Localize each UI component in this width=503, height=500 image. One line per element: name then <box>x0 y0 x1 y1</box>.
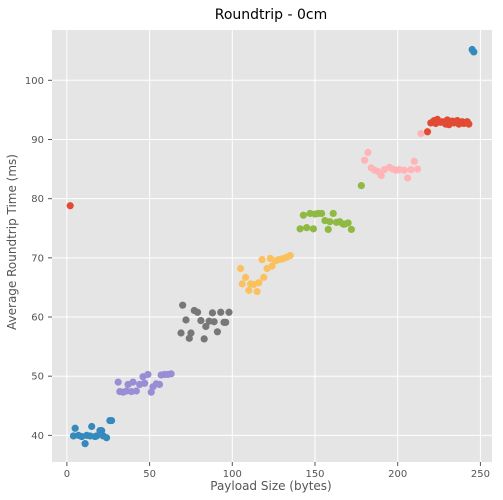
data-point <box>326 218 333 225</box>
data-point <box>177 329 184 336</box>
y-tick-label: 100 <box>25 76 44 87</box>
data-point <box>72 425 79 432</box>
data-point <box>133 387 140 394</box>
data-point <box>318 210 325 217</box>
data-point <box>348 226 355 233</box>
data-point <box>156 381 163 388</box>
data-point <box>217 309 224 316</box>
y-axis-ticks: 40 50 60 70 80 90 100 <box>25 76 52 442</box>
x-axis-label: Payload Size (bytes) <box>210 479 331 493</box>
x-axis-ticks: 0 50 100 150 200 250 <box>64 462 490 480</box>
data-point <box>287 252 294 259</box>
y-tick-label: 60 <box>31 313 44 324</box>
data-point <box>197 317 204 324</box>
data-point <box>144 371 151 378</box>
data-point <box>187 329 194 336</box>
data-point <box>300 212 307 219</box>
data-point <box>245 287 252 294</box>
x-tick-label: 50 <box>143 469 156 480</box>
y-tick-label: 90 <box>31 135 44 146</box>
data-point <box>237 265 244 272</box>
data-point <box>211 318 218 325</box>
data-point <box>141 380 148 387</box>
data-point <box>103 434 110 441</box>
data-point <box>182 316 189 323</box>
y-tick-label: 40 <box>31 431 44 442</box>
x-tick-label: 0 <box>64 469 70 480</box>
data-point <box>414 165 421 172</box>
data-point <box>258 256 265 263</box>
data-point <box>303 224 310 231</box>
data-point <box>201 335 208 342</box>
data-point <box>222 319 229 326</box>
data-point <box>465 120 472 127</box>
data-point <box>417 130 424 137</box>
data-point <box>167 370 174 377</box>
x-tick-label: 250 <box>471 469 490 480</box>
data-point <box>330 210 337 217</box>
data-point <box>115 379 122 386</box>
data-point <box>254 288 261 295</box>
data-point <box>239 280 246 287</box>
data-point <box>209 309 216 316</box>
data-point <box>179 302 186 309</box>
data-point <box>297 225 304 232</box>
data-point <box>364 149 371 156</box>
y-tick-label: 50 <box>31 372 44 383</box>
data-point <box>407 166 414 173</box>
y-tick-label: 70 <box>31 253 44 264</box>
data-point <box>260 274 267 281</box>
chart-title: Roundtrip - 0cm <box>215 7 328 23</box>
data-point <box>88 423 95 430</box>
data-point <box>470 48 477 55</box>
data-point <box>225 309 232 316</box>
data-point <box>344 219 351 226</box>
data-point <box>129 379 136 386</box>
data-point <box>81 440 88 447</box>
data-point <box>424 128 431 135</box>
y-tick-label: 80 <box>31 194 44 205</box>
data-point <box>255 279 262 286</box>
data-point <box>401 167 408 174</box>
data-point <box>194 309 201 316</box>
data-point <box>411 158 418 165</box>
data-point <box>358 182 365 189</box>
data-point <box>361 157 368 164</box>
data-point <box>404 174 411 181</box>
data-point <box>242 274 249 281</box>
x-tick-label: 200 <box>388 469 407 480</box>
data-point <box>310 225 317 232</box>
y-axis-label: Average Roundtrip Time (ms) <box>5 154 19 330</box>
data-point <box>214 328 221 335</box>
data-point <box>325 226 332 233</box>
data-point <box>67 202 74 209</box>
data-point <box>108 417 115 424</box>
plot-area <box>52 30 492 462</box>
